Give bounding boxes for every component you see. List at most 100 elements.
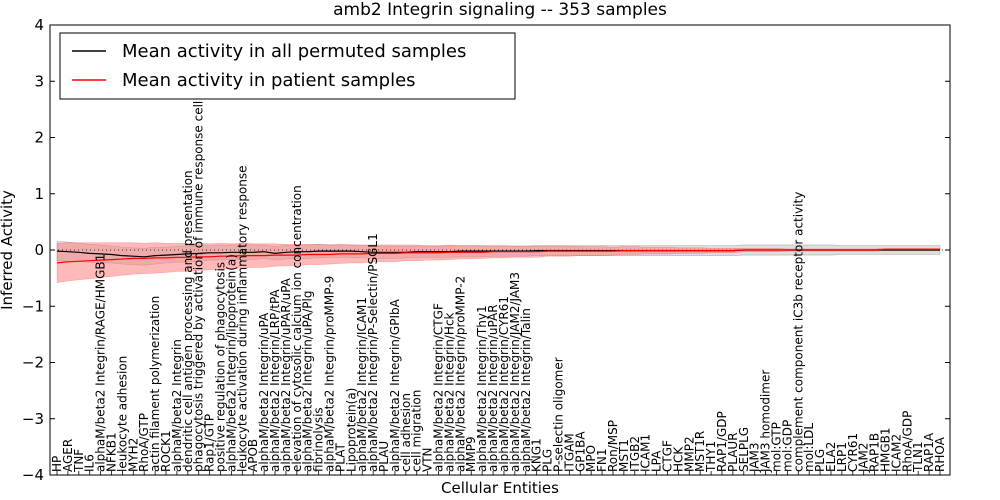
x-tick-label: ROCK1 (159, 430, 173, 472)
legend-label-1: Mean activity in all permuted samples (122, 41, 466, 62)
x-tick-label: alphaM/beta2 Integrin/P-Selectin/PSGL1 (366, 233, 380, 472)
x-tick-label: elevation of cytosolic calcium ion conce… (290, 185, 304, 472)
x-tick-label: ICAM1 (639, 434, 653, 472)
chart-title: amb2 Integrin signaling -- 353 samples (333, 0, 667, 20)
x-tick-label: RAP1B (868, 433, 882, 472)
y-axis-label: Inferred Activity (0, 190, 16, 310)
legend: Mean activity in all permuted samples Mea… (59, 32, 516, 100)
x-tick-label: alphaM/beta2 Integrin/Thy1 (475, 305, 489, 472)
x-tick-label: alphaM/beta2 Integrin/uPA (257, 312, 271, 472)
x-tick-label: JAM3 homodimer (759, 370, 773, 473)
x-tick-label: GP1BA (573, 431, 587, 472)
y-tick-label: 4 (34, 16, 44, 34)
x-tick-label: fibrinolysis (312, 407, 326, 472)
x-tick-label: leukocyte activation during inflammatory… (235, 165, 249, 472)
x-tick-label: phagocytosis triggered by activation of … (192, 53, 206, 472)
x-tick-label: FN1 (595, 448, 609, 472)
y-tick-label: 2 (34, 129, 44, 147)
y-tick-label: 3 (34, 72, 44, 90)
x-tick-label: alphaM/beta2 Integrin/CYR61 (497, 296, 511, 472)
x-tick-label: RAP1A (922, 432, 936, 472)
x-tick-label: CTGF (661, 440, 675, 472)
x-tick-label: alphaM/beta2 Integrin/Talin (519, 308, 533, 472)
y-tick-label: −3 (22, 410, 44, 428)
x-tick-label: TLN1 (911, 441, 925, 473)
x-tick-label: alphaM/beta2 Integrin/LRP/tPA (268, 289, 282, 472)
x-tick-label: cell adhesion (399, 393, 413, 472)
x-tick-label: complement component iC3b receptor activ… (791, 192, 805, 472)
x-tick-label: VTN (421, 447, 435, 472)
series-lines (56, 248, 940, 264)
x-tick-label: AGER (61, 439, 75, 472)
x-tick-label: dendritic cell antigen processing and pr… (181, 170, 195, 472)
x-tick-label: Rap1/GTP (203, 414, 217, 472)
x-tick-label: cell migration (410, 390, 424, 472)
x-tick-label: RhoA/GDP (900, 411, 914, 472)
y-tick-label: −2 (22, 354, 44, 372)
x-tick-label: RHOA (933, 436, 947, 472)
x-tick-label: TNF (72, 449, 86, 473)
x-tick-label: THY1 (704, 441, 718, 473)
x-tick-label: mol:LDL (802, 423, 816, 472)
x-tick-label: MMP9 (464, 436, 478, 472)
x-tick-label: PLAUR (726, 432, 740, 472)
y-tick-label: 1 (34, 185, 44, 203)
x-tick-label: P-selectin oligomer (552, 357, 566, 472)
x-tick-label: Ron/MSP (606, 420, 620, 472)
x-tick-label: HCK (671, 446, 685, 472)
x-tick-label: alphaM/beta2 Integrin/proMMP-2 (453, 276, 467, 472)
x-tick-label: alphaM/beta2 Integrin/Hck (442, 312, 456, 472)
x-tick-label: LPA (650, 450, 664, 472)
y-tick-label: −4 (22, 466, 44, 484)
x-tick-label: alphaM/beta2 Integrin/uPAR (486, 304, 500, 472)
x-tick-label: MST1 (617, 439, 631, 472)
x-tick-label: alphaM/beta2 Integrin/lipoprotein(a) (224, 254, 238, 472)
x-tick-label: ITGB2 (628, 436, 642, 472)
x-tick-label: leukocyte adhesion (115, 356, 129, 472)
x-tick-label: PLG (813, 449, 827, 472)
x-tick-label: alphaM/beta2 Integrin/RAGE/HMGB1 (94, 254, 108, 472)
x-tick-label: ELA2 (824, 442, 838, 472)
x-tick-label: alphaM/beta2 Integrin/ICAM1 (355, 297, 369, 472)
x-tick-label: MST1R (693, 431, 707, 472)
x-tick-label: alphaM/beta2 Integrin (170, 339, 184, 472)
x-tick-label: CYR61 (846, 433, 860, 472)
y-axis-ticks: −4 −3 −2 −1 0 1 2 3 4 (22, 16, 950, 484)
x-tick-label: LRP1 (835, 442, 849, 472)
x-tick-label: KNG1 (530, 438, 544, 472)
x-tick-label: alphaM/beta2 Integrin/uPAR/uPA (279, 277, 293, 472)
x-tick-label: IL6 (83, 454, 97, 472)
x-tick-label: mol:GDP (780, 420, 794, 472)
x-tick-label: alphaM/beta2 Integrin/GPIbA (388, 298, 402, 472)
x-tick-label: MPO (584, 445, 598, 472)
x-tick-label: RAP1/GDP (715, 411, 729, 472)
x-tick-label: PLAT (333, 443, 347, 472)
x-tick-label: Lipoprotein(a) (344, 388, 358, 472)
x-tick-label: SELPLG (737, 427, 751, 472)
y-tick-label: 0 (34, 241, 44, 259)
x-tick-label: RhoA/GTP (137, 413, 151, 472)
x-tick-label: mol:GTP (770, 422, 784, 472)
x-tick-label: ICAM2 (889, 434, 903, 472)
x-tick-label: PLAU (377, 441, 391, 472)
legend-label-2: Mean activity in patient samples (122, 70, 416, 91)
x-tick-label: JAM3 (748, 442, 762, 473)
x-tick-label: alphaM/beta2 Integrin/JAM2/JAM3 (508, 272, 522, 472)
x-tick-label: positive regulation of phagocytosis (214, 262, 228, 472)
series-line-2 (56, 248, 940, 264)
x-tick-label: NFKB1 (105, 432, 119, 472)
x-tick-label: PLG (541, 449, 555, 472)
x-tick-label: APOB (246, 439, 260, 472)
x-tick-label: alphaM/beta2 Integrin/proMMP-9 (323, 276, 337, 472)
x-tick-label: alphaM/beta2 Integrin/uPA/Plg (301, 291, 315, 472)
x-tick-label: ITGAM (562, 433, 576, 472)
x-tick-label: alphaM/beta2 Integrin/CTGF (432, 303, 446, 472)
x-tick-label: MMP2 (682, 436, 696, 472)
x-axis-label: Cellular Entities (441, 479, 559, 497)
y-tick-label: −1 (22, 297, 44, 315)
x-tick-label: JAM2 (857, 442, 871, 473)
x-tick-label: MYH2 (126, 438, 140, 472)
x-tick-label: HMGB1 (879, 427, 893, 472)
